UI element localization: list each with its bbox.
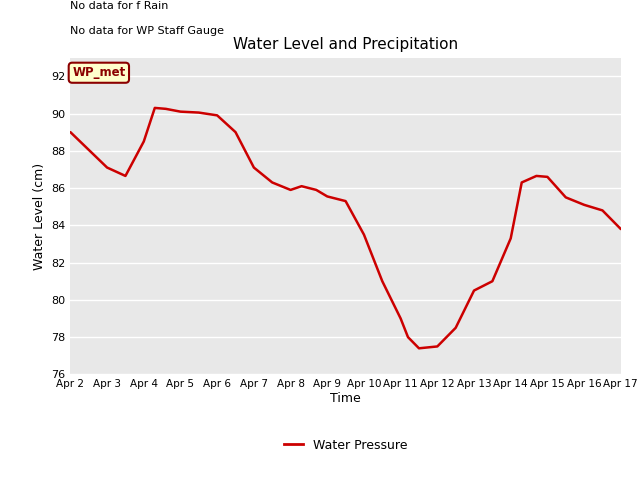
Y-axis label: Water Level (cm): Water Level (cm) xyxy=(33,162,45,270)
Title: Water Level and Precipitation: Water Level and Precipitation xyxy=(233,37,458,52)
Text: No data for WP Staff Gauge: No data for WP Staff Gauge xyxy=(70,26,225,36)
Text: WP_met: WP_met xyxy=(72,66,125,79)
Text: No data for f Rain: No data for f Rain xyxy=(70,0,169,11)
Legend: Water Pressure: Water Pressure xyxy=(279,434,412,457)
X-axis label: Time: Time xyxy=(330,392,361,405)
